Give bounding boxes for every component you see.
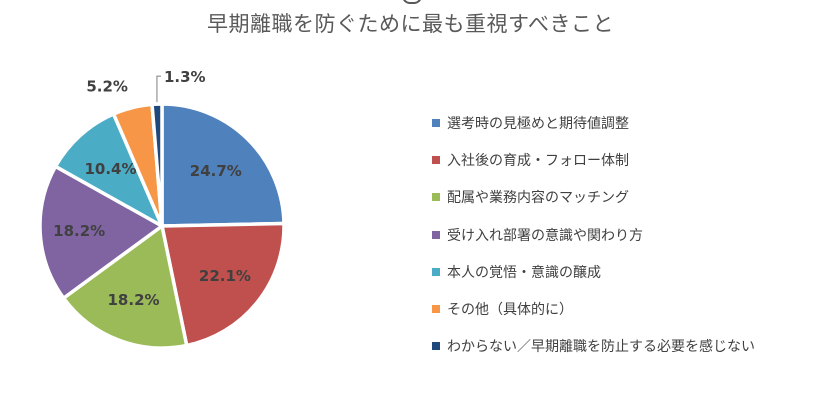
data-label: 24.7% — [190, 162, 242, 180]
pie-slice — [160, 102, 286, 228]
legend: 選考時の見極めと期待値調整 入社後の育成・フォロー体制 配属や業務内容のマッチング受… — [432, 104, 755, 365]
legend-swatch — [432, 267, 440, 276]
data-label: 10.4% — [84, 160, 136, 178]
pie-slice — [160, 221, 286, 348]
data-label: 18.2% — [53, 222, 105, 240]
legend-item: その他（具体的に） — [432, 290, 755, 327]
data-label: 1.3% — [164, 68, 206, 86]
legend-swatch — [432, 155, 440, 164]
legend-label: 受け入れ部署の意識や関わり方 — [447, 227, 643, 244]
leader-line — [156, 75, 161, 103]
data-label: 18.2% — [108, 291, 160, 309]
pie-slice — [61, 224, 189, 350]
legend-swatch — [432, 305, 440, 314]
pie-slice — [38, 164, 164, 300]
legend-label: 配属や業務内容のマッチング — [447, 190, 629, 207]
legend-item: わからない／早期離職を防止する必要を感じない — [432, 328, 755, 365]
legend-swatch — [432, 193, 440, 202]
legend-item: 入社後の育成・フォロー体制 — [432, 141, 755, 178]
pie-slice — [150, 102, 164, 228]
legend-label: わからない／早期離職を防止する必要を感じない — [447, 339, 755, 356]
legend-swatch — [432, 118, 440, 127]
legend-item: 受け入れ部署の意識や関わり方 — [432, 216, 755, 253]
legend-item: 配属や業務内容のマッチング — [432, 179, 755, 216]
legend-label: 選考時の見極めと期待値調整 — [447, 115, 629, 132]
legend-swatch — [432, 230, 440, 239]
data-label: 22.1% — [199, 267, 251, 285]
legend-swatch — [432, 342, 440, 351]
legend-item: 選考時の見極めと期待値調整 — [432, 104, 755, 141]
legend-label: その他（具体的に） — [447, 302, 573, 319]
data-label: 5.2% — [86, 78, 128, 96]
legend-label: 入社後の育成・フォロー体制 — [447, 152, 629, 169]
chart-title: 早期離職を防ぐために最も重視すべきこと — [206, 12, 615, 36]
legend-label: 本人の覚悟・意識の醸成 — [447, 264, 601, 281]
legend-item: 本人の覚悟・意識の醸成 — [432, 253, 755, 290]
